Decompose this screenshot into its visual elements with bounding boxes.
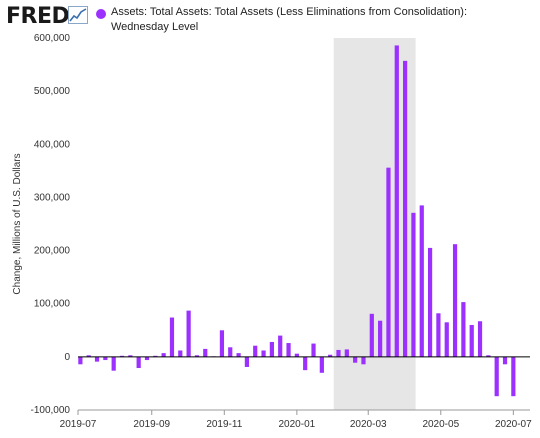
bar[interactable]	[286, 343, 291, 357]
bar[interactable]	[119, 355, 125, 357]
bar[interactable]	[236, 353, 241, 357]
bar[interactable]	[427, 247, 433, 357]
bar[interactable]	[494, 356, 499, 397]
y-tick-label: 400,000	[34, 139, 71, 150]
bar[interactable]	[419, 205, 424, 357]
bar[interactable]	[353, 356, 358, 363]
bar[interactable]	[477, 321, 483, 357]
y-tick-label: 600,000	[34, 33, 71, 44]
bar[interactable]	[178, 350, 183, 357]
fred-logo[interactable]: FRED	[6, 4, 70, 29]
bar[interactable]	[469, 324, 474, 357]
recession-shading	[333, 38, 416, 410]
bar[interactable]	[94, 356, 100, 362]
bar[interactable]	[361, 356, 366, 365]
bar[interactable]	[328, 354, 333, 357]
bar[interactable]	[336, 349, 341, 357]
y-axis-title: Change, Millions of U.S. Dollars	[12, 153, 23, 294]
bar[interactable]	[411, 212, 416, 357]
bar[interactable]	[194, 355, 200, 357]
chart-line-icon	[68, 6, 88, 24]
bar[interactable]	[436, 313, 441, 357]
bar[interactable]	[128, 355, 133, 357]
legend-entry: Assets: Total Assets: Total Assets (Less…	[111, 5, 531, 35]
bar[interactable]	[269, 341, 274, 357]
bar[interactable]	[319, 356, 324, 373]
recession-shading-group	[333, 38, 416, 410]
y-tick-label: -100,000	[31, 405, 71, 416]
bar[interactable]	[103, 356, 108, 361]
bar[interactable]	[153, 355, 158, 357]
bar[interactable]	[244, 356, 250, 367]
bar[interactable]	[78, 356, 83, 365]
legend-label-line2: Wednesday Level	[111, 21, 199, 33]
bar[interactable]	[311, 343, 316, 357]
bar[interactable]	[386, 167, 391, 357]
bar[interactable]	[144, 356, 150, 361]
x-axis: 2019-07 2019-09 2019-11 2020-01 2020-03 2020-…	[60, 409, 532, 430]
x-tick-label: 2020-01	[279, 419, 316, 430]
legend-marker	[96, 9, 106, 19]
bar[interactable]	[228, 347, 233, 357]
x-tick-label: 2019-11	[206, 419, 242, 430]
bar[interactable]	[461, 302, 466, 357]
x-tick-label: 2020-05	[422, 419, 459, 430]
bar[interactable]	[394, 45, 399, 357]
legend-label-line1: Assets: Total Assets: Total Assets (Less…	[111, 6, 468, 18]
bar[interactable]	[486, 355, 491, 357]
bar[interactable]	[219, 330, 225, 357]
bar[interactable]	[253, 345, 258, 357]
x-tick-label: 2019-09	[133, 419, 170, 430]
y-axis: -100,000 0 100,000 200,000 300,000 400,000 500…	[31, 33, 71, 416]
bar[interactable]	[186, 310, 191, 357]
bar[interactable]	[161, 353, 166, 357]
bar[interactable]	[444, 322, 449, 357]
bar[interactable]	[203, 348, 208, 357]
bar[interactable]	[511, 356, 516, 397]
chart-header: FRED Assets: Total Assets: Total Assets …	[0, 0, 540, 36]
bar[interactable]	[169, 317, 175, 357]
bar[interactable]	[502, 356, 508, 365]
bar[interactable]	[344, 349, 349, 357]
y-tick-label: 100,000	[34, 299, 71, 310]
bar[interactable]	[452, 244, 458, 357]
bar[interactable]	[136, 356, 141, 369]
bar[interactable]	[369, 313, 374, 357]
bar[interactable]	[278, 335, 283, 357]
bar[interactable]	[303, 356, 308, 371]
bar[interactable]	[378, 320, 383, 357]
bar[interactable]	[261, 350, 266, 357]
bar-series	[78, 45, 530, 397]
x-tick-label: 2020-03	[350, 419, 387, 430]
y-tick-label: 200,000	[34, 246, 71, 257]
bar[interactable]	[403, 60, 408, 357]
bar[interactable]	[294, 353, 299, 357]
x-tick-label: 2019-07	[60, 419, 97, 430]
bar[interactable]	[86, 355, 91, 357]
bar[interactable]	[111, 356, 116, 371]
x-tick-label: 2020-07	[495, 419, 532, 430]
y-tick-label: 300,000	[34, 192, 71, 203]
y-tick-label: 500,000	[34, 86, 71, 97]
y-tick-label: 0	[64, 352, 70, 363]
